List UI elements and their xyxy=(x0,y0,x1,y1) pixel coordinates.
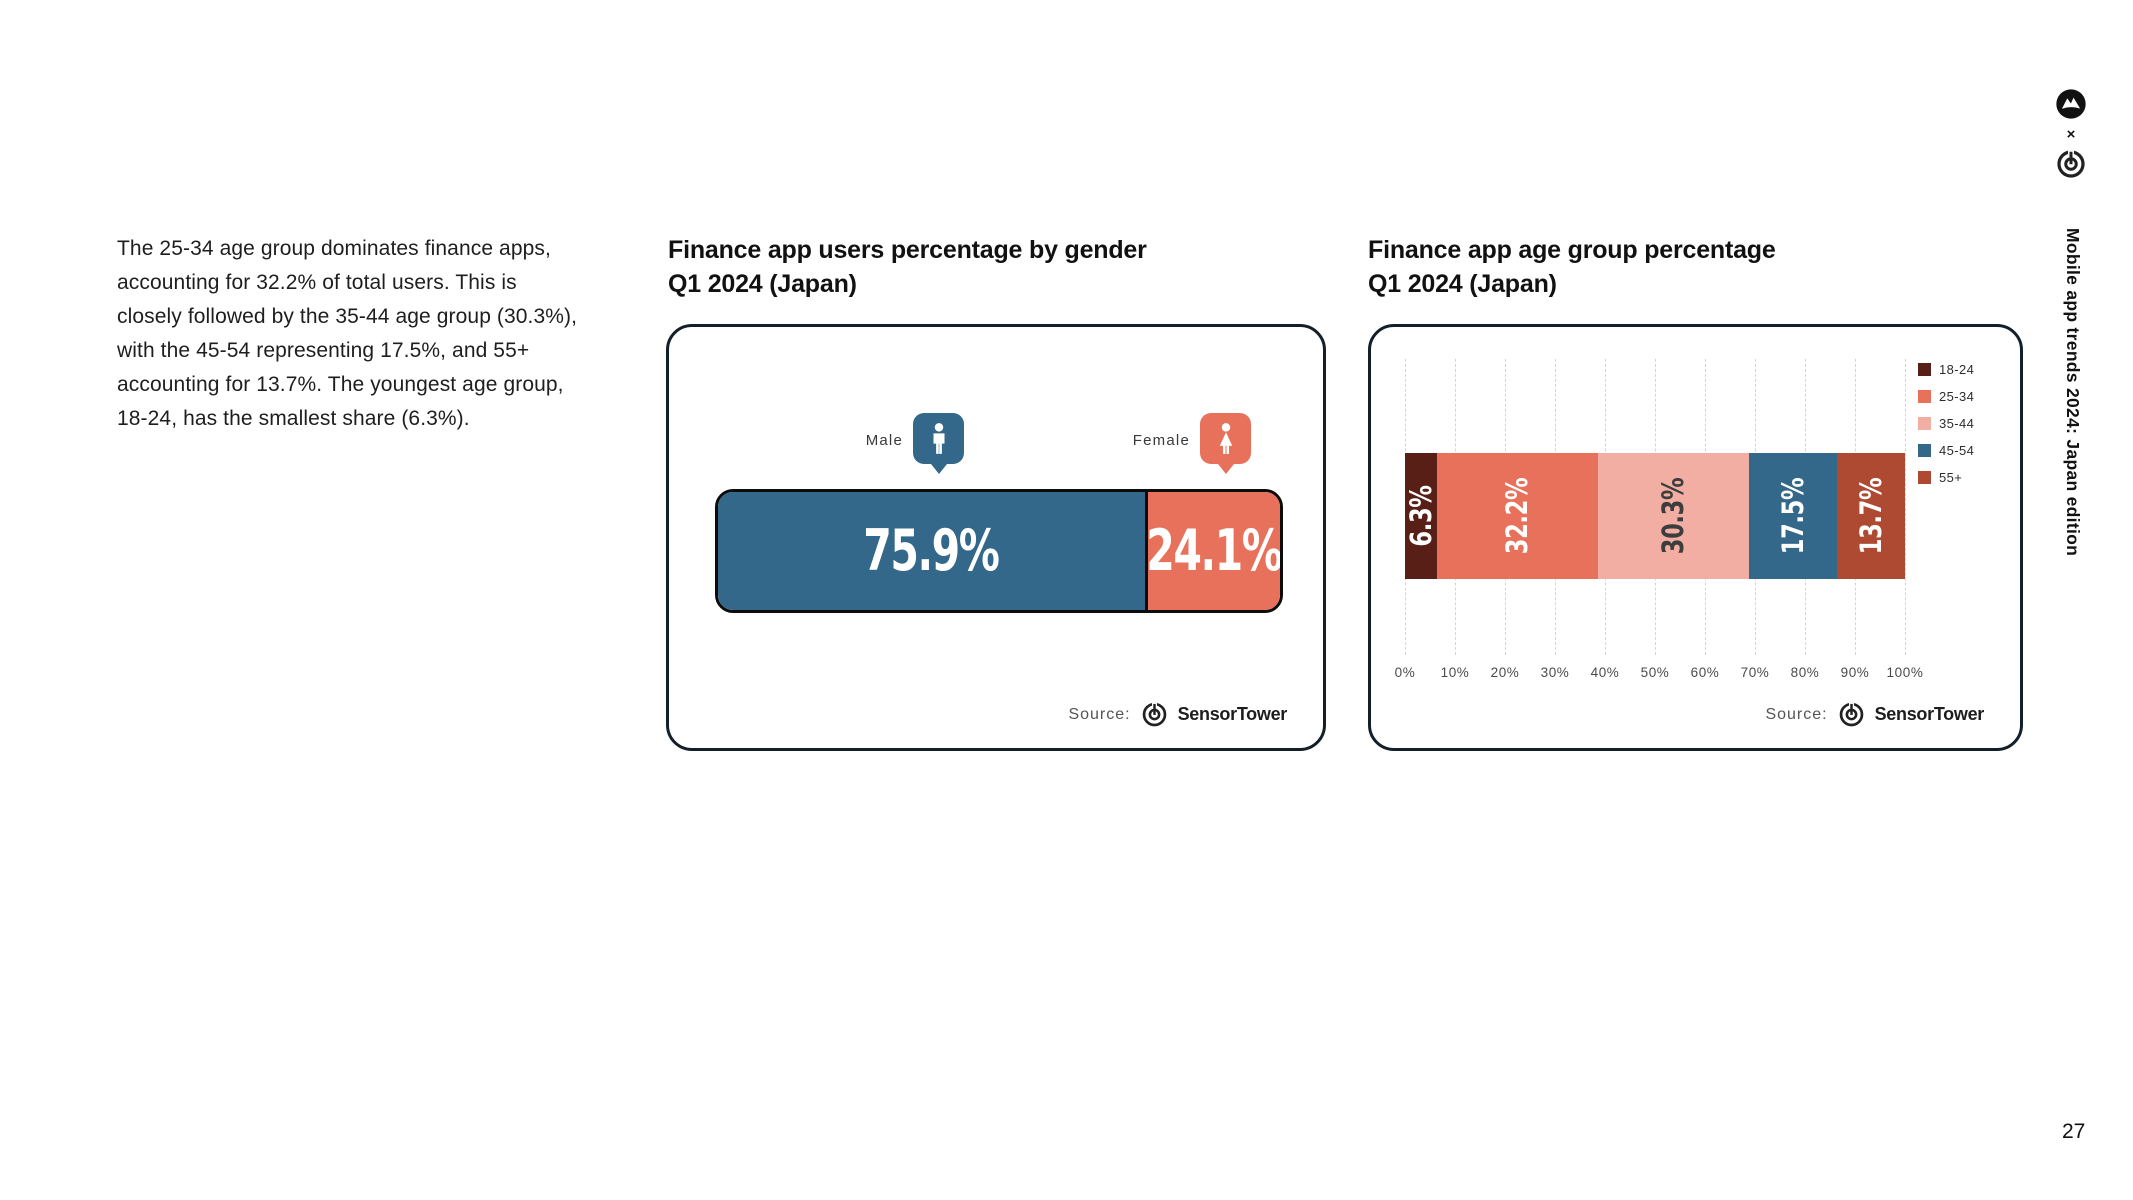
legend-swatch xyxy=(1918,471,1931,484)
male-label: Male xyxy=(865,432,903,449)
legend-item: 45-54 xyxy=(1918,443,1975,458)
female-bubble xyxy=(1200,413,1251,474)
sensortower-ring-logo-icon xyxy=(2057,150,2085,178)
male-person-icon xyxy=(933,422,944,454)
source-label: Source: xyxy=(1765,705,1828,723)
segment-value-label: 13.7% xyxy=(1853,477,1888,555)
age-bar-segment-35-44: 30.3% xyxy=(1597,453,1749,579)
x-axis-tick: 70% xyxy=(1740,665,1770,680)
source-label: Source: xyxy=(1068,705,1131,723)
legend-label: 35-44 xyxy=(1939,416,1975,431)
x-axis-tick: 50% xyxy=(1640,665,1670,680)
analytics-logo-icon xyxy=(2056,89,2086,119)
gridline xyxy=(1905,359,1906,655)
edition-sidebar-label: Mobile app trends 2024: Japan edition xyxy=(2063,228,2083,557)
x-axis-tick: 0% xyxy=(1394,665,1416,680)
gender-chart-card: Male Female 75.9% 24.1% xyxy=(666,324,1326,751)
legend-swatch xyxy=(1918,363,1931,376)
female-person-icon xyxy=(1219,422,1232,454)
legend-swatch xyxy=(1918,417,1931,430)
corner-logos: × xyxy=(2053,88,2089,179)
female-segment: 24.1% xyxy=(1144,492,1282,610)
sensortower-logo-icon xyxy=(1839,702,1863,727)
x-axis-tick: 10% xyxy=(1440,665,1470,680)
legend-label: 25-34 xyxy=(1939,389,1975,404)
age-chart-title-line2: Q1 2024 (Japan) xyxy=(1368,270,1557,298)
legend-label: 45-54 xyxy=(1939,443,1975,458)
cross-separator-icon: × xyxy=(2066,126,2076,143)
sensortower-logo-icon xyxy=(1142,702,1166,727)
female-label: Female xyxy=(1132,432,1190,449)
age-source-row: Source: SensorTower xyxy=(1765,701,1984,728)
age-chart-card: 6.3% 32.2% 30.3% 17.5% 13.7% 0% 10% 20% 30% 40% 5… xyxy=(1368,324,2023,751)
intro-paragraph: The 25-34 age group dominates finance ap… xyxy=(117,237,578,430)
segment-value-label: 32.2% xyxy=(1499,477,1534,555)
x-axis-tick: 90% xyxy=(1840,665,1870,680)
age-bar-segment-25-34: 32.2% xyxy=(1436,453,1598,579)
x-axis-tick: 40% xyxy=(1590,665,1620,680)
sensortower-brand: SensorTower xyxy=(1177,704,1288,724)
x-axis-tick: 60% xyxy=(1690,665,1720,680)
age-bar-segment-18-24: 6.3% xyxy=(1403,453,1438,579)
age-plot-area: 6.3% 32.2% 30.3% 17.5% 13.7% 0% 10% 20% 30% 40% 5… xyxy=(1395,359,1923,680)
female-bubble-tail xyxy=(1217,464,1234,474)
age-stacked-bar: 6.3% 32.2% 30.3% 17.5% 13.7% xyxy=(1403,453,1905,579)
age-bar-segment-55+: 13.7% xyxy=(1836,453,1905,579)
age-chart-title: Finance app age group percentage Q1 2024… xyxy=(1368,233,1776,301)
x-axis-tick: 30% xyxy=(1540,665,1570,680)
male-value-label: 75.9% xyxy=(863,518,1001,584)
legend-item: 55+ xyxy=(1918,470,1974,485)
gender-source-row: Source: SensorTower xyxy=(1068,701,1287,728)
legend-label: 18-24 xyxy=(1939,362,1975,377)
legend-item: 25-34 xyxy=(1918,389,1975,404)
male-bubble-tail xyxy=(930,464,947,474)
female-value-label: 24.1% xyxy=(1146,518,1282,584)
gender-chart-title: Finance app users percentage by gender Q… xyxy=(668,233,1147,301)
gender-chart-title-line2: Q1 2024 (Japan) xyxy=(668,270,857,298)
age-chart-title-line1: Finance app age group percentage xyxy=(1368,236,1776,264)
x-axis-tick: 100% xyxy=(1886,665,1924,680)
legend-swatch xyxy=(1918,444,1931,457)
age-legend: 18-24 25-34 35-44 45-54 55+ xyxy=(1918,362,1975,498)
male-bubble xyxy=(913,413,964,474)
legend-swatch xyxy=(1918,390,1931,403)
gender-bar: 75.9% 24.1% xyxy=(715,489,1283,613)
male-segment: 75.9% xyxy=(718,492,1145,610)
gender-chart-title-line1: Finance app users percentage by gender xyxy=(668,236,1147,264)
age-bar-segment-45-54: 17.5% xyxy=(1749,453,1837,579)
segment-value-label: 30.3% xyxy=(1656,477,1691,555)
page-number: 27 xyxy=(2062,1120,2086,1143)
legend-item: 18-24 xyxy=(1918,362,1975,377)
sensortower-brand: SensorTower xyxy=(1874,704,1985,724)
x-axis-tick: 20% xyxy=(1490,665,1520,680)
legend-label: 55+ xyxy=(1939,470,1963,485)
legend-item: 35-44 xyxy=(1918,416,1975,431)
segment-value-label: 17.5% xyxy=(1775,477,1810,555)
x-axis-tick: 80% xyxy=(1790,665,1820,680)
segment-value-label: 6.3% xyxy=(1403,485,1438,547)
